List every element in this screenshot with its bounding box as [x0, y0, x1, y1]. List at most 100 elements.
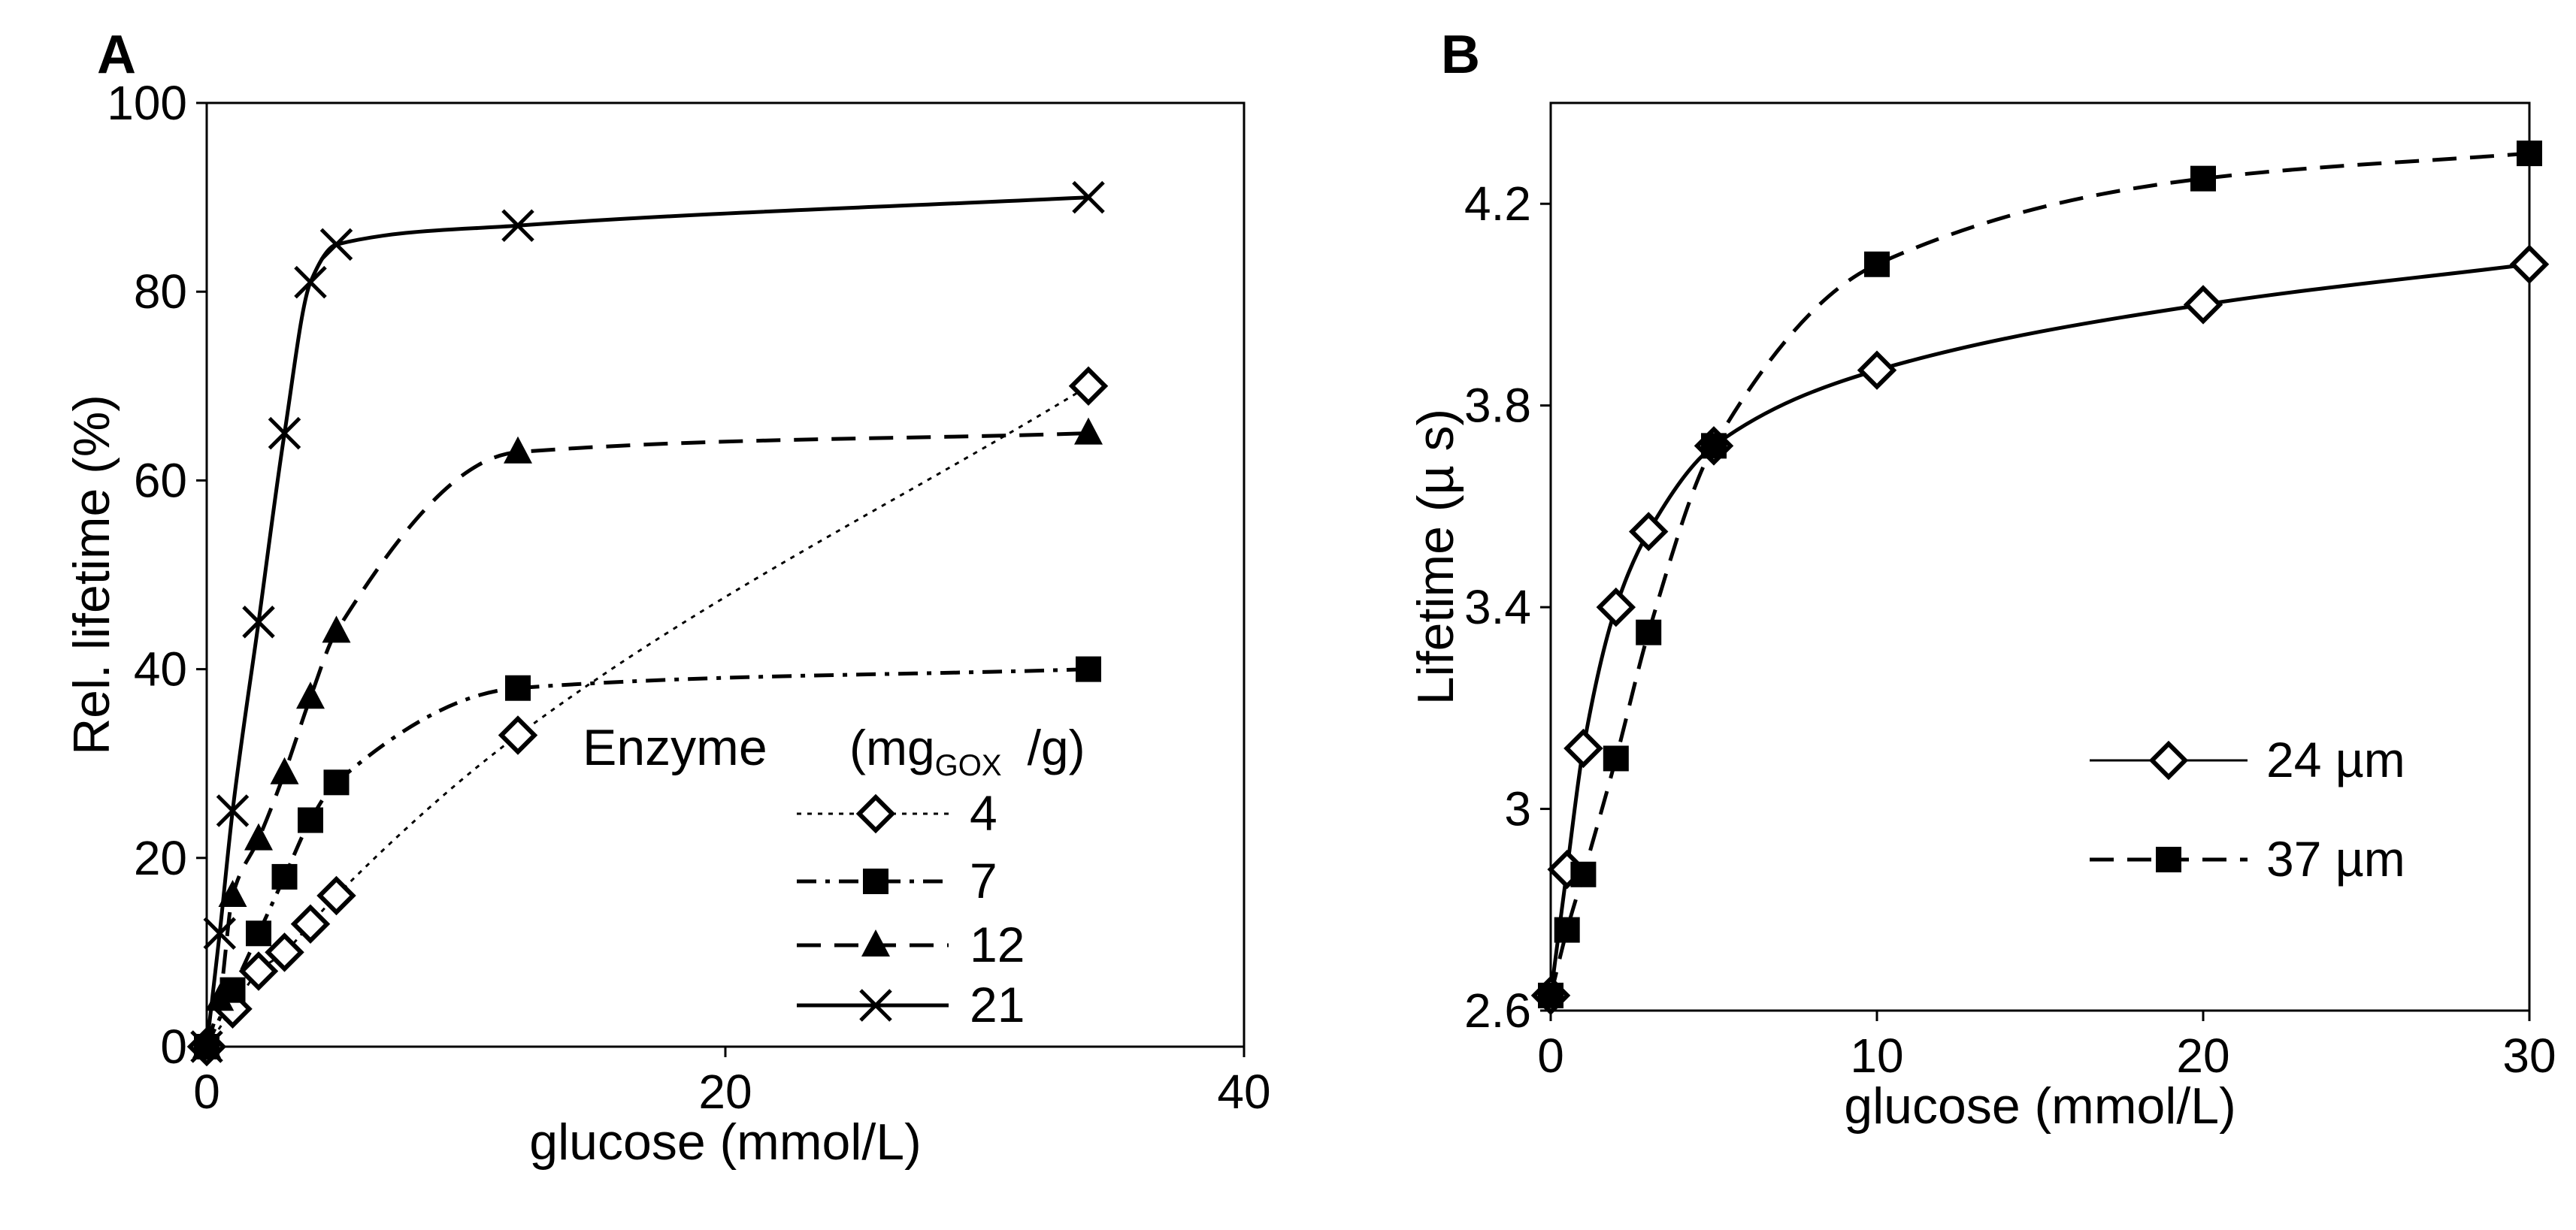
data-point [504, 436, 532, 464]
data-point [323, 769, 350, 796]
data-point [244, 823, 273, 851]
legend: 24 µm 37 µm [2090, 732, 2405, 887]
plot-frame [1549, 101, 2531, 1012]
data-point [203, 917, 237, 950]
data-point [1701, 433, 1727, 459]
legend-entry: 24 µm [2090, 732, 2405, 787]
data-point [296, 681, 325, 709]
data-point [1074, 417, 1103, 445]
legend-label: 21 [970, 977, 1025, 1032]
legend-title: Enzyme [583, 719, 767, 776]
legend-label: 37 µm [2266, 831, 2405, 887]
data-point [1864, 251, 1890, 277]
x-tick-label: 0 [1537, 1029, 1564, 1083]
legend-entry: 12 [797, 917, 1025, 972]
legend-unit: (mgGOX/g) [849, 720, 1085, 782]
y-tick-label: 3 [1504, 782, 1531, 836]
panel-label: B [1441, 25, 1480, 85]
y-tick-label: 80 [134, 264, 187, 319]
x-tick-label: 20 [698, 1065, 752, 1119]
data-point [238, 951, 279, 991]
x-tick-label: 30 [2502, 1029, 2556, 1083]
series-37-m [1538, 141, 2542, 1008]
data-point [1603, 745, 1629, 772]
y-tick-label: 20 [134, 831, 187, 885]
series-7 [194, 656, 1101, 1059]
data-point [1563, 728, 1603, 769]
panel-a: 0 20 40 60 80 100 0 20 40 glucose (mmol/L) Rel. li… [63, 25, 1271, 1171]
data-point [322, 615, 351, 643]
legend-unit-prefix: (mg [849, 720, 935, 775]
series-21 [190, 180, 1105, 1063]
data-point [1072, 180, 1105, 214]
x-tick-label: 40 [1217, 1065, 1270, 1119]
data-point [1538, 982, 1563, 1008]
y-tick-label: 3.8 [1464, 379, 1531, 433]
panel-b: 2.6 3 3.4 3.8 4.2 0 10 20 30 glucose (mmol/L) Life… [1407, 25, 2556, 1135]
panel-label: A [97, 25, 136, 85]
data-point [298, 807, 323, 833]
x-tick-label: 0 [193, 1065, 220, 1119]
data-point [242, 606, 275, 639]
legend-entry: 37 µm [2090, 831, 2405, 887]
legend-marker [2148, 740, 2189, 781]
legend-label: 7 [970, 853, 997, 908]
legend-unit-subscript: GOX [935, 749, 1002, 782]
legend-marker [863, 869, 888, 894]
legend-label: 4 [970, 785, 997, 841]
data-point [290, 904, 331, 944]
legend-marker [861, 929, 890, 956]
data-point [1554, 917, 1580, 943]
data-point [1076, 656, 1101, 682]
legend-entry: 7 [797, 853, 997, 908]
data-point [1857, 350, 1897, 390]
data-point [1628, 512, 1669, 552]
data-point [316, 875, 356, 916]
data-point [2183, 285, 2223, 325]
series-line [204, 667, 1089, 1048]
data-point [271, 863, 298, 890]
data-point [501, 209, 534, 243]
plot-frame [205, 101, 1246, 1048]
y-tick-label: 60 [134, 453, 187, 507]
series-4 [186, 366, 1109, 1067]
y-tick-label: 2.6 [1464, 984, 1531, 1038]
legend-label: 12 [970, 917, 1025, 972]
data-point [505, 675, 531, 701]
series-line [205, 385, 1089, 1047]
data-point [216, 794, 250, 827]
legend-label: 24 µm [2266, 732, 2405, 787]
y-tick-label: 100 [107, 76, 187, 130]
data-point [1570, 861, 1597, 887]
y-tick-label: 40 [134, 642, 187, 697]
legend-marker [855, 793, 896, 834]
legend-marker [2156, 847, 2181, 872]
legend-entry: 21 [797, 977, 1025, 1032]
data-point [218, 880, 247, 908]
y-tick-label: 3.4 [1464, 580, 1531, 634]
series-line [204, 431, 1089, 1047]
y-axis-title: Lifetime (µ s) [1407, 409, 1464, 705]
data-point [270, 757, 299, 784]
data-point [319, 228, 353, 261]
x-axis-title: glucose (mmol/L) [529, 1114, 922, 1171]
data-point [1636, 619, 1662, 645]
legend-marker [859, 989, 892, 1022]
x-tick-label: 20 [2176, 1029, 2229, 1083]
data-point [2190, 165, 2216, 192]
data-point [1068, 366, 1109, 406]
data-point [246, 920, 271, 947]
legend-entry: 4 [797, 785, 997, 841]
data-point [265, 932, 304, 972]
data-point [190, 1030, 223, 1063]
data-point [268, 416, 301, 450]
series-line [204, 195, 1089, 1047]
series-24-m [1530, 244, 2550, 1016]
data-point [2517, 141, 2542, 167]
data-point [1596, 587, 1636, 627]
data-point [498, 715, 538, 755]
y-axis-title: Rel. lifetime (%) [63, 394, 120, 755]
y-tick-label: 0 [160, 1020, 187, 1074]
